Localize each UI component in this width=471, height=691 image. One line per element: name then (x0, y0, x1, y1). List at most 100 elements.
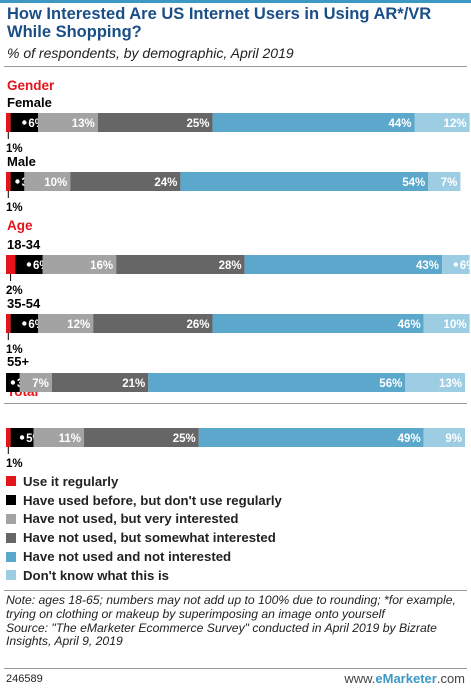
category-label-35-54: 35-54 (7, 296, 41, 311)
data-label: 56% (379, 378, 402, 390)
data-label: 46% (398, 319, 421, 331)
data-label-marker (22, 321, 27, 326)
data-label: 9% (445, 433, 462, 445)
data-label-marker (19, 435, 25, 440)
chart-legend: Use it regularly Have used before, but d… (6, 472, 282, 585)
bar-segment (93, 314, 213, 333)
legend-swatch (6, 513, 16, 524)
bar-segment (6, 428, 11, 447)
data-label-marker (26, 262, 32, 267)
data-label: 13% (439, 378, 462, 390)
data-label: 10% (444, 319, 467, 331)
chart-id: 246589 (6, 673, 43, 685)
brand-name: eMarketer (375, 671, 437, 686)
source-text: Source: "The eMarketer Ecommerce Survey"… (6, 620, 437, 649)
data-label: 6% (460, 260, 471, 272)
data-label: 12% (444, 118, 467, 130)
bar-segment (84, 428, 199, 447)
bar-segment (405, 373, 465, 392)
chart-title: How Interested Are US Internet Users in … (7, 5, 432, 41)
data-label: 1% (6, 143, 23, 155)
data-label: 1% (6, 344, 23, 356)
bar-segment (33, 428, 85, 447)
bar-segment (414, 113, 470, 132)
bar-segment (244, 255, 443, 274)
category-label-55+: 55+ (7, 354, 29, 369)
total-divider (4, 403, 467, 404)
legend-label: Use it regularly (23, 473, 119, 489)
bar-segment (6, 314, 11, 333)
legend-swatch (6, 532, 16, 543)
data-label: 13% (72, 118, 95, 130)
bar-segment (6, 113, 11, 132)
legend-item-dont-know: Don't know what this is (6, 566, 282, 585)
legend-label: Have not used, but very interested (23, 511, 239, 527)
stacked-bar-chart: GenderAgeTotalFemale1%6%13%25%44%12%Male… (6, 78, 471, 470)
note-text: Note: ages 18-65; numbers may not add up… (6, 593, 456, 621)
group-heading-age: Age (7, 218, 33, 233)
data-label-marker (453, 262, 459, 267)
data-label-marker (10, 380, 16, 385)
bar-segment (24, 172, 71, 191)
legend-label: Have not used, but somewhat interested (23, 530, 276, 546)
header-divider (4, 66, 467, 67)
bar-segment (428, 172, 461, 191)
bar-segment (97, 113, 213, 132)
data-label: 7% (441, 177, 458, 189)
bar-segment (6, 255, 16, 274)
data-label: 54% (402, 177, 425, 189)
bar-segment (42, 255, 117, 274)
bar-segment (19, 373, 52, 392)
data-label: 24% (154, 177, 177, 189)
legend-label: Don't know what this is (23, 567, 170, 583)
legend-swatch (6, 476, 16, 487)
legend-item-very-interested: Have not used, but very interested (6, 510, 282, 529)
legend-swatch (6, 551, 16, 562)
bar-segment (51, 373, 149, 392)
data-label: 44% (388, 118, 411, 130)
bar-segment (38, 314, 94, 333)
brand-prefix: www. (344, 671, 376, 686)
category-label-male: Male (7, 154, 36, 169)
chart-subtitle: % of respondents, by demographic, April … (7, 45, 294, 61)
bar-segment (198, 428, 424, 447)
legend-label: Have used before, but don't use regularl… (23, 492, 282, 508)
legend-item-used-before: Have used before, but don't use regularl… (6, 491, 282, 510)
top-accent-bar (0, 0, 471, 3)
data-label: 43% (416, 260, 439, 272)
data-label: 25% (187, 118, 210, 130)
data-label: 7% (32, 378, 49, 390)
data-label-marker (15, 179, 20, 184)
bar-segment (423, 314, 470, 333)
data-label: 26% (187, 319, 210, 331)
brand-suffix: .com (436, 671, 465, 686)
data-label: 1% (6, 458, 23, 470)
bar-segment (212, 113, 415, 132)
data-label: 25% (173, 433, 196, 445)
data-label-marker (22, 120, 27, 125)
legend-label: Have not used and not interested (23, 549, 232, 565)
legend-swatch (6, 570, 16, 581)
data-label: 10% (44, 177, 67, 189)
group-heading-gender: Gender (7, 78, 55, 93)
data-label: 12% (67, 319, 90, 331)
data-label: 11% (59, 433, 81, 445)
bar-segment (180, 172, 429, 191)
brand-logo: www.eMarketer.com (344, 671, 465, 686)
data-label: 2% (6, 285, 23, 297)
footer-divider-top (4, 590, 467, 591)
data-label: 16% (90, 260, 113, 272)
data-label: 21% (122, 378, 145, 390)
category-label-18-34: 18-34 (7, 237, 41, 252)
legend-item-somewhat-interested: Have not used, but somewhat interested (6, 528, 282, 547)
data-label: 28% (219, 260, 242, 272)
bar-segment (70, 172, 181, 191)
legend-item-use-regularly: Use it regularly (6, 472, 282, 491)
footer-divider-bottom (4, 668, 467, 669)
legend-item-not-interested: Have not used and not interested (6, 547, 282, 566)
bar-segment (423, 428, 465, 447)
footnotes: Note: ages 18-65; numbers may not add up… (6, 593, 466, 649)
category-label-female: Female (7, 95, 52, 110)
data-label: 1% (6, 202, 23, 214)
bar-segment (38, 113, 98, 132)
